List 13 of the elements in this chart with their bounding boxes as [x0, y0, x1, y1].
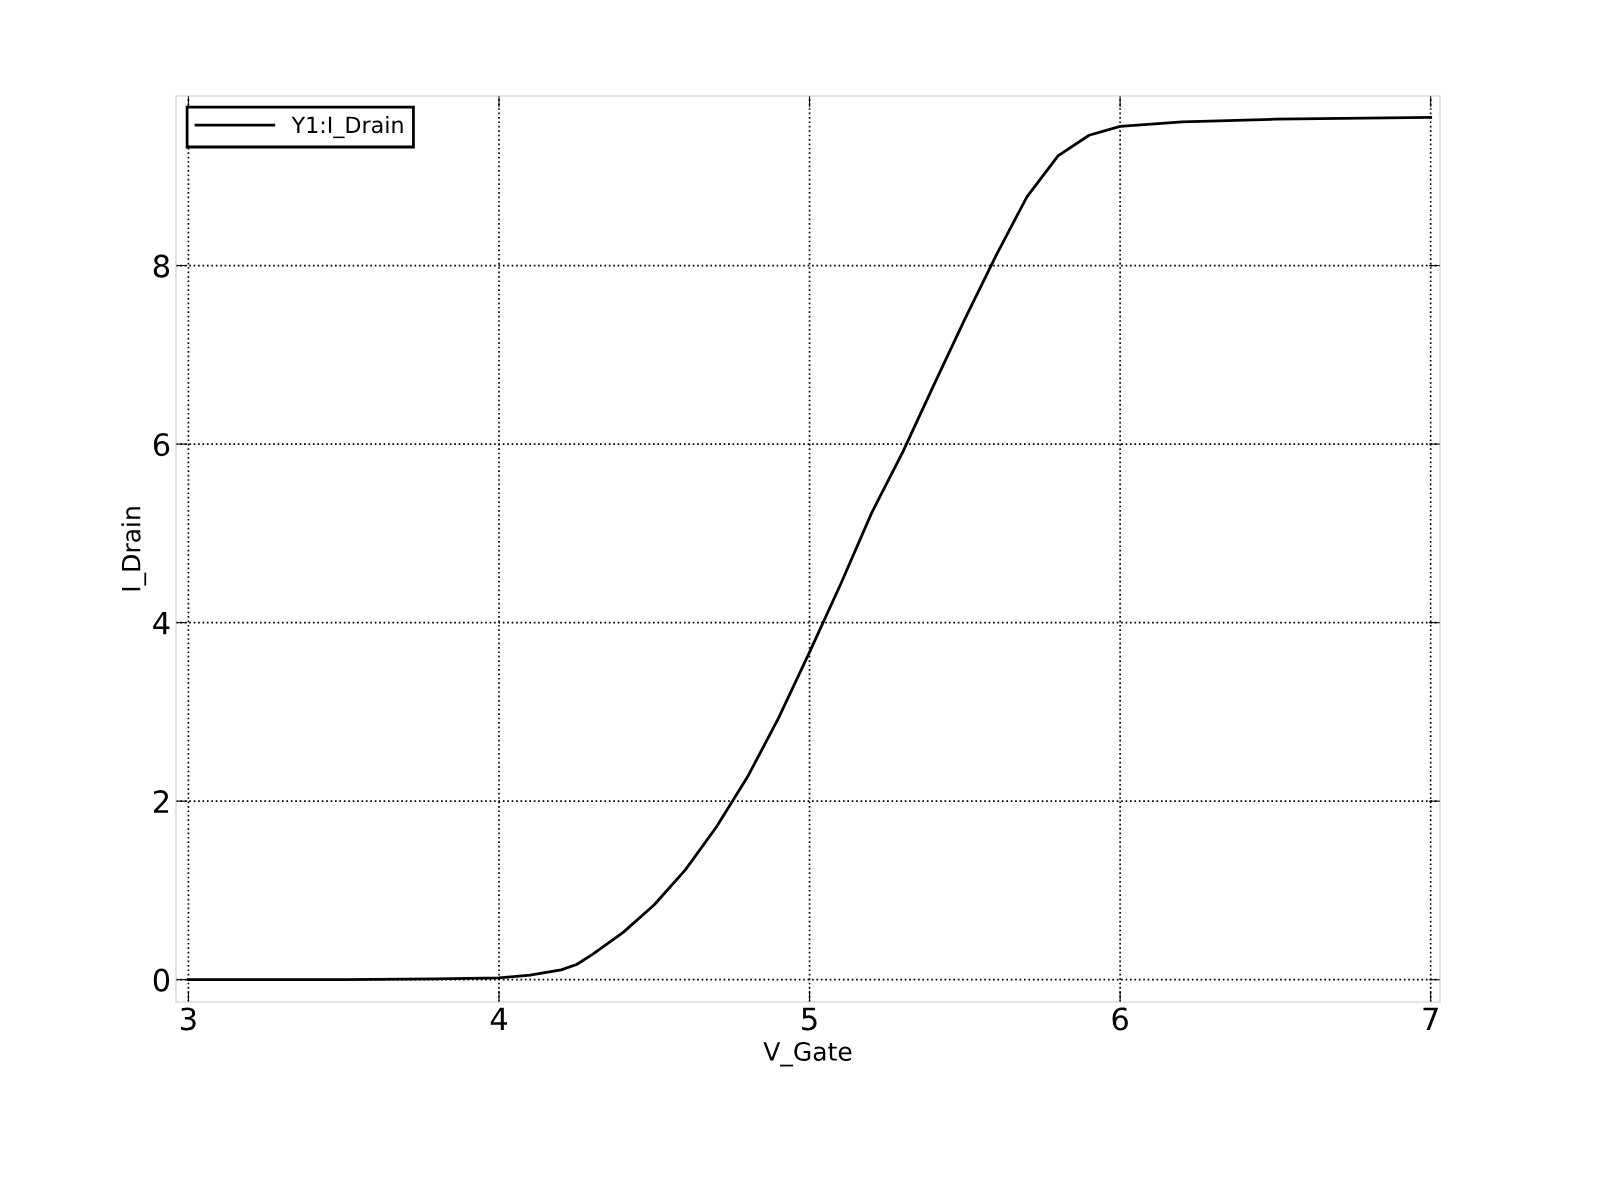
- y-tick-label: 4: [153, 611, 170, 635]
- y-tick-label: 0: [153, 968, 170, 992]
- x-axis-title: V_Gate: [763, 1041, 852, 1067]
- x-tick-label: 6: [1112, 1007, 1128, 1031]
- y-tick-label: 6: [153, 433, 170, 457]
- x-tick-label: 3: [181, 1007, 196, 1031]
- y-tick-label: 2: [153, 790, 169, 813]
- x-tick-label: 7: [1423, 1007, 1438, 1031]
- y-tick-label: 8: [153, 254, 170, 278]
- legend-label: Y1:I_Drain: [291, 116, 403, 139]
- x-tick-label: 5: [802, 1007, 817, 1031]
- y-axis-title: I_Drain: [121, 507, 147, 591]
- x-tick-label: 4: [490, 1007, 507, 1031]
